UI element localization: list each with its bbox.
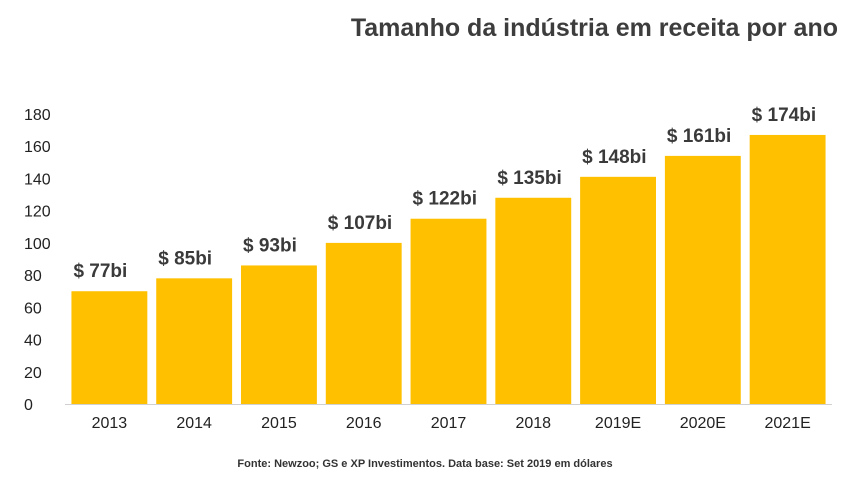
x-tick-label: 2019E xyxy=(595,415,641,432)
x-tick-label: 2014 xyxy=(176,415,212,432)
bar-2020E xyxy=(664,155,741,404)
y-tick-label: 20 xyxy=(24,365,42,382)
y-tick-label: 160 xyxy=(24,139,51,156)
source-note: Fonte: Newzoo; GS e XP Investimentos. Da… xyxy=(237,458,613,470)
data-label: $ 148bi xyxy=(582,147,646,168)
bar-2016 xyxy=(325,242,402,404)
y-axis: 0 20 40 60 80 100 120 140 160 180 xyxy=(24,107,51,414)
data-label: $ 107bi xyxy=(328,213,392,234)
x-tick-label: 2017 xyxy=(431,415,467,432)
bars xyxy=(71,134,826,404)
data-label: $ 135bi xyxy=(497,168,561,189)
bar-2021E xyxy=(749,134,826,404)
bar-2014 xyxy=(156,278,233,404)
y-tick-label: 180 xyxy=(24,107,51,124)
bar-2017 xyxy=(410,218,487,404)
data-label: $ 77bi xyxy=(73,261,127,282)
data-label: $ 122bi xyxy=(413,189,477,210)
y-tick-label: 120 xyxy=(24,204,51,221)
data-label: $ 174bi xyxy=(752,105,816,126)
bar-2015 xyxy=(241,265,317,404)
y-tick-label: 40 xyxy=(24,333,42,350)
y-tick-label: 140 xyxy=(24,171,51,188)
x-tick-label: 2013 xyxy=(92,415,128,432)
data-label: $ 93bi xyxy=(243,235,297,256)
x-tick-label: 2016 xyxy=(346,415,382,432)
chart-title: Tamanho da indústria em receita por ano xyxy=(350,14,838,42)
data-label: $ 85bi xyxy=(158,248,212,269)
y-tick-label: 0 xyxy=(24,397,33,414)
x-tick-label: 2020E xyxy=(680,415,726,432)
data-label: $ 161bi xyxy=(667,126,731,147)
bar-2018 xyxy=(495,197,572,404)
data-labels: $ 77bi $ 85bi $ 93bi $ 107bi $ 122bi $ 135bi $… xyxy=(73,105,816,282)
x-tick-label: 2021E xyxy=(764,415,810,432)
bar-2019E xyxy=(580,176,656,404)
y-tick-label: 60 xyxy=(24,300,42,317)
x-axis: 2013 2014 2015 2016 2017 2018 2019E 2020E 2021E xyxy=(65,404,832,432)
y-tick-label: 80 xyxy=(24,268,42,285)
x-tick-label: 2015 xyxy=(261,415,297,432)
bar-2013 xyxy=(71,291,148,404)
y-tick-label: 100 xyxy=(24,236,51,253)
x-tick-label: 2018 xyxy=(515,415,551,432)
